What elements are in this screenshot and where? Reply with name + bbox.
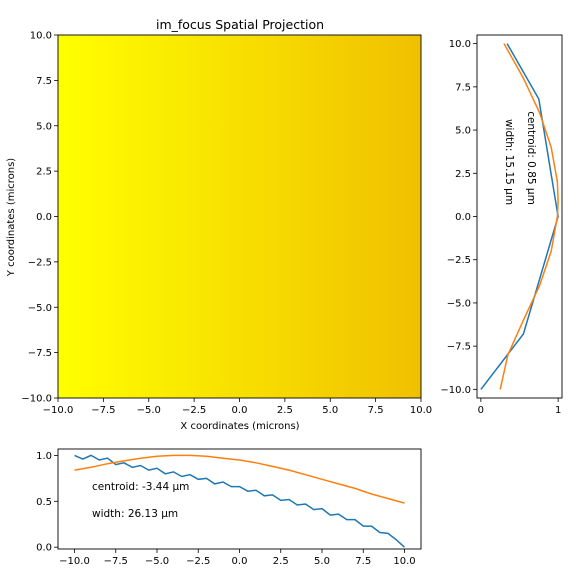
- main-y-tick-label: −5.0: [28, 303, 52, 314]
- y-profile-series: [480, 43, 559, 390]
- main-y-tick-label: −2.5: [28, 257, 52, 268]
- y-profile-width-annotation: width: 15.15 µm: [503, 119, 515, 205]
- y-profile-y-tick-label: −5.0: [447, 298, 471, 309]
- x-profile-x-tick-label: 7.5: [355, 556, 371, 567]
- x-profile-x-tick-label: −2.5: [186, 556, 210, 567]
- x-profile-fit-line: [74, 454, 405, 504]
- y-profile-y-tick-label: −10.0: [440, 385, 471, 396]
- x-profile-data-line: [74, 454, 406, 548]
- y-profile-centroid-annotation: centroid: 0.85 µm: [525, 111, 537, 205]
- x-profile-x-tick-label: −7.5: [104, 556, 128, 567]
- heatmap-image: [58, 35, 421, 398]
- x-profile-x-tick-label: 10.0: [393, 556, 415, 567]
- x-profile-y-tick-label: 1.0: [36, 451, 52, 462]
- y-profile-fit-line: [499, 43, 559, 390]
- x-profile-x-tick-label: −5.0: [145, 556, 169, 567]
- main-x-tick-label: −10.0: [43, 405, 74, 416]
- main-x-tick-label: 5.0: [322, 405, 338, 416]
- main-x-tick-label: −5.0: [137, 405, 161, 416]
- main-y-tick-label: 10.0: [30, 31, 52, 42]
- y-profile-y-tick-label: 10.0: [449, 39, 471, 50]
- x-profile-width-annotation: width: 26.13 µm: [92, 508, 178, 520]
- y-profile-y-tick-label: −2.5: [447, 255, 471, 266]
- main-y-tick-label: 2.5: [36, 167, 52, 178]
- chart-title: im_focus Spatial Projection: [156, 17, 324, 32]
- main-x-tick-label: −7.5: [91, 405, 115, 416]
- main-x-ticks: −10.0 −7.5 −5.0 −2.5 0.0 2.5 5.0 7.5 10.0: [43, 398, 432, 416]
- x-profile-x-tick-label: −10.0: [59, 556, 90, 567]
- y-profile-y-tick-label: −7.5: [447, 342, 471, 353]
- y-profile-x-tick-label: 0: [478, 405, 484, 416]
- main-x-tick-label: 2.5: [277, 405, 293, 416]
- main-x-tick-label: −2.5: [182, 405, 206, 416]
- main-heatmap-panel: im_focus Spatial Projection −10.0 −7.5 −5.…: [6, 17, 432, 432]
- x-profile-centroid-annotation: centroid: -3.44 µm: [92, 481, 189, 493]
- y-profile-y-tick-label: 0.0: [455, 212, 471, 223]
- x-profile-y-ticks: 0.0 0.5 1.0: [36, 451, 58, 554]
- x-profile-y-tick-label: 0.5: [36, 497, 52, 508]
- main-y-tick-label: −10.0: [21, 394, 52, 405]
- x-profile-series: [74, 454, 406, 548]
- y-axis-label: Y coordinates (microns): [6, 158, 17, 277]
- y-profile-y-tick-label: 7.5: [455, 82, 471, 93]
- main-y-ticks: −10.0 −7.5 −5.0 −2.5 0.0 2.5 5.0 7.5 10.0: [21, 31, 58, 405]
- y-profile-y-tick-label: 5.0: [455, 126, 471, 137]
- y-profile-y-ticks: −10.0 −7.5 −5.0 −2.5 0.0 2.5 5.0 7.5 10.0: [440, 39, 477, 396]
- main-x-tick-label: 10.0: [410, 405, 432, 416]
- main-y-tick-label: −7.5: [28, 348, 52, 359]
- main-y-tick-label: 5.0: [36, 121, 52, 132]
- main-x-tick-label: 0.0: [232, 405, 248, 416]
- main-x-tick-label: 7.5: [368, 405, 384, 416]
- x-profile-x-ticks: −10.0 −7.5 −5.0 −2.5 0.0 2.5 5.0 7.5 10.0: [59, 549, 416, 567]
- x-profile-panel: −10.0 −7.5 −5.0 −2.5 0.0 2.5 5.0 7.5 10.0 0.0 0.5…: [36, 448, 422, 567]
- x-profile-x-tick-label: 0.0: [232, 556, 248, 567]
- x-profile-x-tick-label: 2.5: [273, 556, 289, 567]
- y-profile-y-tick-label: 2.5: [455, 169, 471, 180]
- main-y-tick-label: 0.0: [36, 212, 52, 223]
- x-axis-label: X coordinates (microns): [180, 421, 299, 432]
- x-profile-y-tick-label: 0.0: [36, 543, 52, 554]
- y-profile-x-tick-label: 1: [555, 405, 561, 416]
- main-y-tick-label: 7.5: [36, 76, 52, 87]
- x-profile-x-tick-label: 5.0: [314, 556, 330, 567]
